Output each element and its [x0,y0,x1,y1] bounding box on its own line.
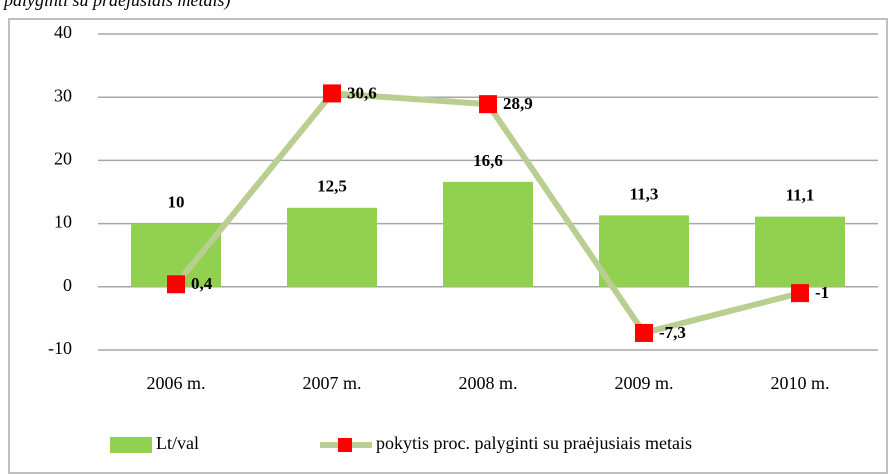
data-label: 30,6 [347,83,377,102]
marker [635,323,653,342]
data-label: 11,3 [630,184,659,203]
marker [479,95,497,114]
x-tick-label: 2010 m. [770,373,829,393]
x-tick-label: 2008 m. [458,373,517,393]
data-label: 11,1 [786,186,815,205]
bar [443,181,533,287]
data-label: 10 [168,193,185,212]
data-label: 28,9 [503,94,533,113]
bar [755,216,845,287]
y-tick-label: 40 [54,22,72,42]
y-tick-label: 20 [54,149,72,169]
bar [599,215,689,287]
y-tick-label: 0 [63,275,72,295]
legend-swatch [338,438,352,452]
legend-label: pokytis proc. palyginti su praėjusiais m… [376,433,692,453]
marker [323,84,341,103]
chart-title: palyginti su praėjusiais metais) [2,0,231,11]
legend-label: Lt/val [156,433,199,453]
marker [167,275,185,294]
marker [791,284,809,303]
y-tick-label: 10 [54,212,72,232]
legend-swatch [110,437,152,453]
y-tick-label: 30 [54,85,72,105]
bar [287,207,377,287]
chart-frame [8,18,888,474]
x-tick-label: 2006 m. [146,373,205,393]
data-label: -1 [815,283,829,302]
x-tick-label: 2009 m. [614,373,673,393]
data-label: -7,3 [659,323,686,342]
y-tick-label: -10 [48,338,72,358]
x-tick-label: 2007 m. [302,373,361,393]
data-label: 16,6 [473,151,503,170]
data-label: 12,5 [317,177,347,196]
data-label: 0,4 [191,274,213,293]
